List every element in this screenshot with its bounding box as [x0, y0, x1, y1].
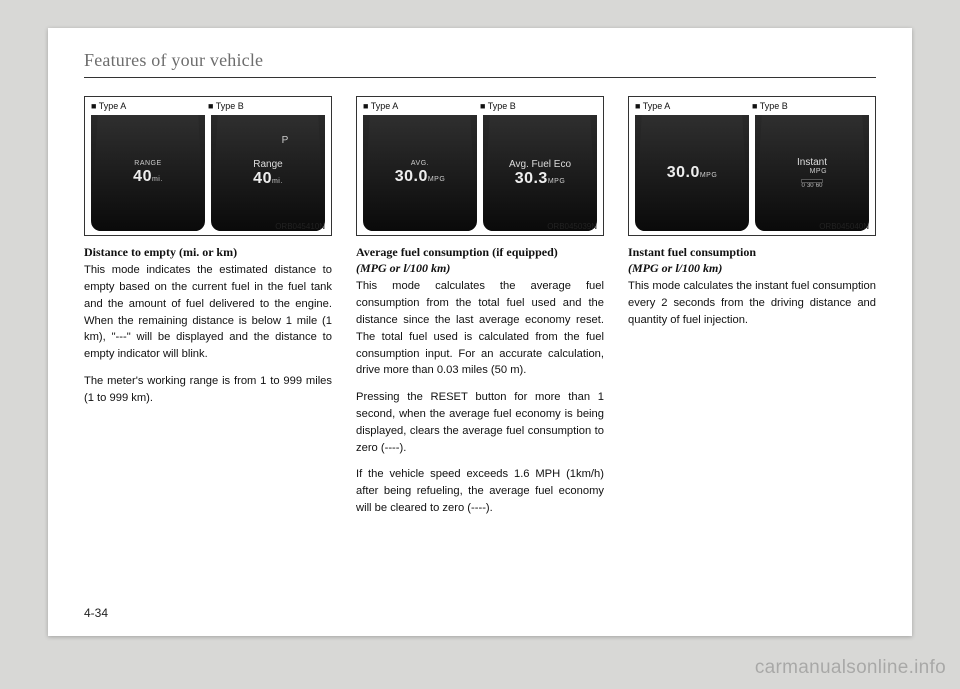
figure-distance-to-empty: ■ Type A ■ Type B RANGE 40mi. P: [84, 96, 332, 236]
tick: 60: [816, 183, 823, 190]
gauge-value: 30.3: [515, 170, 548, 187]
manual-page: Features of your vehicle ■ Type A ■ Type…: [48, 28, 912, 636]
type-b-label: ■ Type B: [752, 101, 869, 111]
body-paragraph: This mode calculates the average fuel co…: [356, 278, 604, 379]
gauge-panel-type-b: P Range 40mi.: [211, 115, 325, 231]
gauge-unit: mi.: [272, 178, 283, 185]
gauge-unit: MPG: [797, 168, 827, 176]
type-a-label: ■ Type A: [635, 101, 752, 111]
gauge-ticks: 0 30 60: [801, 183, 822, 190]
tick: 30: [807, 183, 814, 190]
body-paragraph: This mode calculates the instant fuel co…: [628, 278, 876, 328]
topic-heading: Distance to empty (mi. or km): [84, 244, 332, 260]
gauge-label: AVG.: [395, 160, 446, 168]
figure-code: ORB045040N: [819, 222, 869, 231]
figure-instant-fuel: ■ Type A ■ Type B 30.0MPG Instant: [628, 96, 876, 236]
gear-indicator: P: [282, 135, 289, 146]
gauge-unit: MPG: [700, 172, 717, 179]
heading-main: Average fuel consumption (if equipped): [356, 245, 558, 259]
gauge-panel-type-a: AVG. 30.0MPG: [363, 115, 477, 231]
type-a-label: ■ Type A: [363, 101, 480, 111]
gauge-value: 30.0: [667, 164, 700, 181]
topic-heading: Average fuel consumption (if equipped) (…: [356, 244, 604, 276]
body-paragraph: If the vehicle speed exceeds 1.6 MPH (1k…: [356, 466, 604, 516]
content-columns: ■ Type A ■ Type B RANGE 40mi. P: [84, 96, 876, 527]
body-paragraph: Pressing the RESET button for more than …: [356, 389, 604, 456]
gauge-panel-type-b: Instant MPG 0 30 60: [755, 115, 869, 231]
column-3: ■ Type A ■ Type B 30.0MPG Instant: [628, 96, 876, 527]
gauge-label: Instant: [797, 157, 827, 168]
section-header: Features of your vehicle: [84, 50, 876, 78]
gauge-bar: [801, 179, 822, 183]
type-b-label: ■ Type B: [480, 101, 597, 111]
figure-average-fuel: ■ Type A ■ Type B AVG. 30.0MPG A: [356, 96, 604, 236]
gauge-label: RANGE: [133, 160, 163, 168]
gauge-unit: MPG: [548, 178, 565, 185]
watermark: carmanualsonline.info: [755, 657, 946, 679]
heading-sub: (MPG or l/100 km): [628, 261, 722, 275]
body-paragraph: The meter's working range is from 1 to 9…: [84, 373, 332, 407]
heading-main: Instant fuel consumption: [628, 245, 756, 259]
tick: 0: [801, 183, 804, 190]
gauge-label: Range: [253, 159, 283, 170]
gauge-unit: mi.: [152, 176, 163, 183]
type-b-label: ■ Type B: [208, 101, 325, 111]
column-1: ■ Type A ■ Type B RANGE 40mi. P: [84, 96, 332, 527]
gauge-value: 30.0: [395, 168, 428, 185]
gauge-value: 40: [253, 170, 272, 187]
figure-code: ORB045039N: [547, 222, 597, 231]
gauge-panel-type-b: Avg. Fuel Eco 30.3MPG: [483, 115, 597, 231]
column-2: ■ Type A ■ Type B AVG. 30.0MPG A: [356, 96, 604, 527]
gauge-value: 40: [133, 168, 152, 185]
gauge-panel-type-a: RANGE 40mi.: [91, 115, 205, 231]
gauge-label: Avg. Fuel Eco: [509, 159, 571, 170]
gauge-panel-type-a: 30.0MPG: [635, 115, 749, 231]
topic-heading: Instant fuel consumption (MPG or l/100 k…: [628, 244, 876, 276]
figure-code: ORB045410N: [275, 222, 325, 231]
heading-sub: (MPG or l/100 km): [356, 261, 450, 275]
type-a-label: ■ Type A: [91, 101, 208, 111]
body-paragraph: This mode indicates the estimated distan…: [84, 262, 332, 363]
gauge-unit: MPG: [428, 176, 445, 183]
page-number: 4-34: [84, 606, 108, 620]
